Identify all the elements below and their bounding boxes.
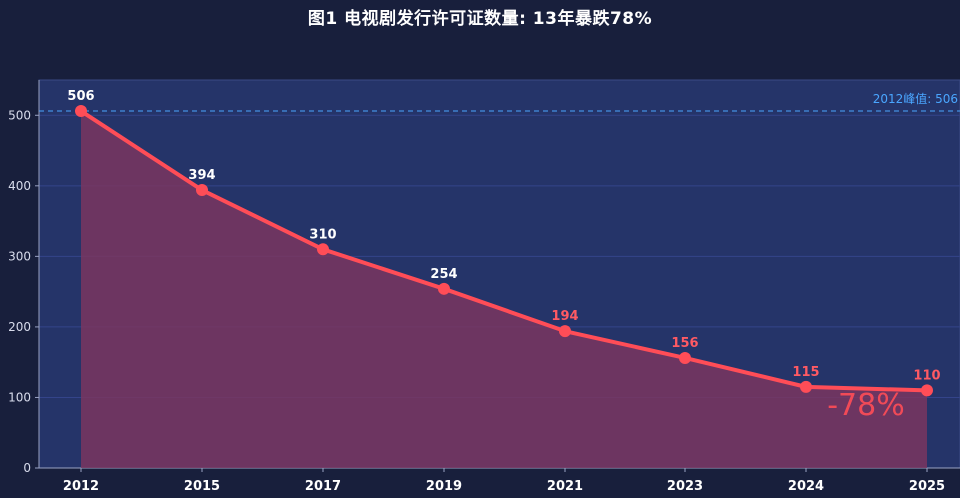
y-tick-label: 500 — [8, 108, 31, 122]
x-tick-label: 2015 — [184, 479, 220, 494]
data-point — [559, 325, 571, 338]
reference-line-label: 2012峰值: 506 — [873, 91, 958, 106]
y-tick-label: 200 — [8, 320, 31, 334]
data-point — [196, 184, 208, 197]
data-label: 506 — [67, 89, 94, 104]
data-label: 254 — [430, 267, 457, 282]
data-label: 394 — [188, 168, 215, 183]
data-label: 110 — [913, 368, 940, 383]
chart-title: 图1 电视剧发行许可证数量: 13年暴跌78% — [307, 9, 653, 29]
series-area — [81, 111, 927, 468]
x-tick-label: 2021 — [547, 479, 583, 494]
data-label: 194 — [551, 309, 578, 324]
data-label: 156 — [671, 336, 698, 351]
y-tick-label: 0 — [23, 461, 31, 475]
data-point — [800, 380, 812, 393]
x-tick-label: 2017 — [305, 479, 341, 494]
x-tick-label: 2012 — [63, 479, 99, 494]
decline-annotation: -78% — [827, 388, 905, 423]
data-point — [438, 282, 450, 295]
x-tick-label: 2024 — [788, 479, 824, 494]
x-tick-label: 2023 — [667, 479, 703, 494]
data-point — [921, 384, 933, 397]
data-point — [75, 105, 87, 118]
x-tick-label: 2025 — [909, 479, 945, 494]
data-point — [679, 351, 691, 364]
y-tick-label: 100 — [8, 390, 31, 404]
data-label: 115 — [792, 365, 819, 380]
data-label: 310 — [309, 227, 336, 242]
y-tick-label: 400 — [8, 179, 31, 193]
series-line — [79, 109, 929, 393]
x-tick-label: 2019 — [426, 479, 462, 494]
y-tick-label: 300 — [8, 249, 31, 263]
data-point — [317, 243, 329, 256]
